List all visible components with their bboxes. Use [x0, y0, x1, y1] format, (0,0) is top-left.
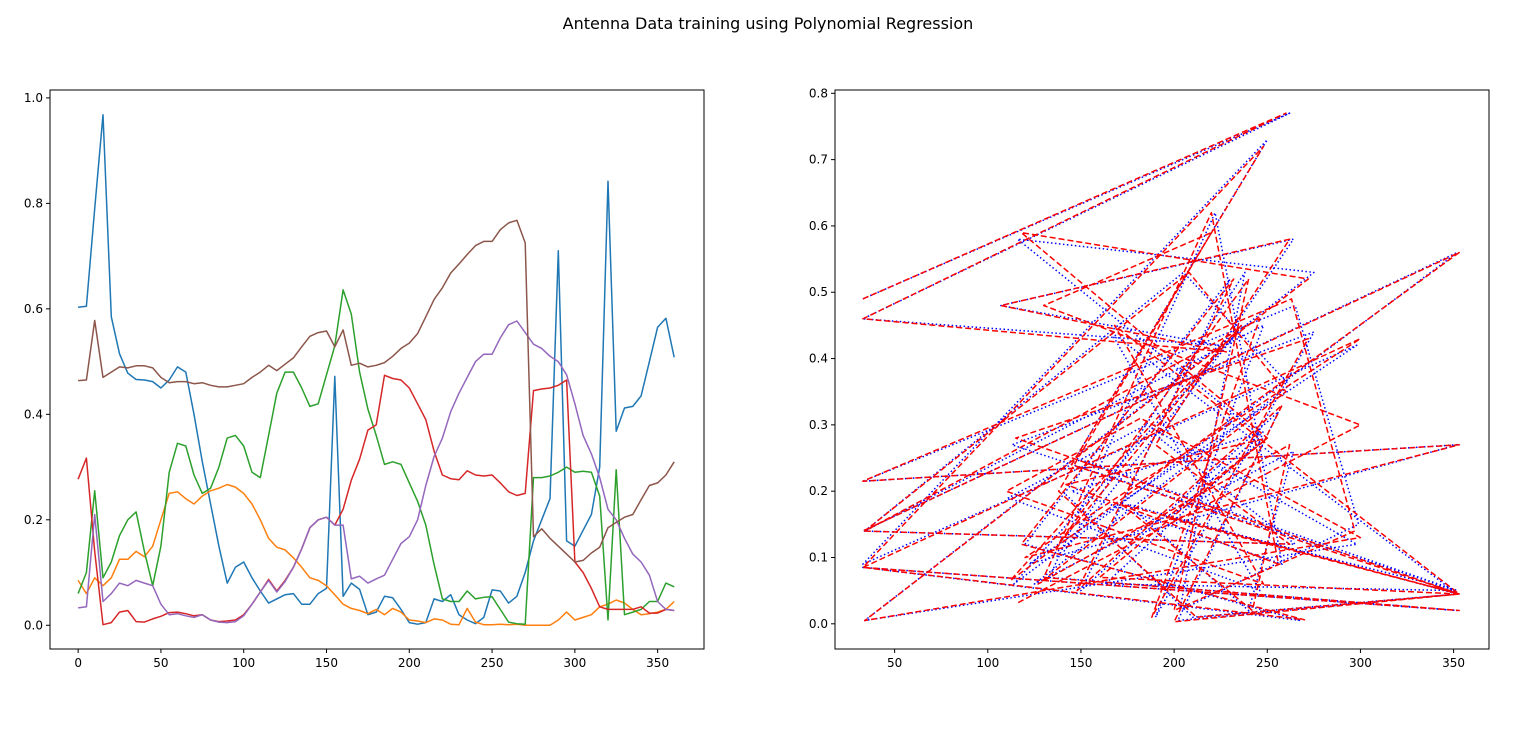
x-tick-label: 150: [315, 656, 338, 670]
right-regression-chart: 50 100 150 200 250 300 350 0.0 0.1 0.2 0.3 0.4 0.5 0.…: [809, 86, 1490, 670]
x-tick-label: 50: [153, 656, 168, 670]
y-tick-label: 0.5: [809, 285, 828, 299]
series-line-1: [77, 483, 675, 627]
x-tick-label: 200: [1163, 656, 1186, 670]
x-tick-label: 100: [232, 656, 255, 670]
x-tick-label: 100: [976, 656, 999, 670]
y-tick-label: 0.8: [24, 196, 43, 210]
x-tick-label: 0: [74, 656, 82, 670]
x-tick-label: 350: [646, 656, 669, 670]
x-tick-label: 250: [1256, 656, 1279, 670]
y-tick-label: 0.8: [809, 86, 828, 100]
series-group: [862, 112, 1460, 623]
y-tick-label: 1.0: [24, 91, 43, 105]
x-tick-label: 300: [1349, 656, 1372, 670]
y-tick-label: 0.2: [809, 484, 828, 498]
series-line-1: [862, 112, 1460, 623]
x-tick-label: 350: [1442, 656, 1465, 670]
x-tick-label: 250: [481, 656, 504, 670]
x-tick-label: 300: [563, 656, 586, 670]
y-tick-label: 0.2: [24, 513, 43, 527]
y-tick-label: 0.6: [24, 302, 43, 316]
series-line-0: [862, 112, 1459, 622]
series-group: [77, 114, 675, 627]
x-tick-label: 150: [1069, 656, 1092, 670]
left-line-chart: 0 50 100 150 200 250 300 350 0.0 0.2 0.4 0.6 0.8 1.0: [24, 89, 705, 670]
y-tick-label: 0.4: [24, 407, 43, 421]
y-tick-label: 0.6: [809, 219, 828, 233]
y-tick-label: 0.1: [809, 550, 828, 564]
series-line-2: [77, 289, 675, 625]
series-line-5: [78, 219, 675, 563]
x-tick-label: 200: [398, 656, 421, 670]
figure-title: Antenna Data training using Polynomial R…: [563, 14, 974, 33]
x-tick-label: 50: [887, 656, 902, 670]
y-tick-label: 0.7: [809, 153, 828, 167]
y-tick-label: 0.0: [809, 617, 828, 631]
series-line-4: [78, 320, 675, 624]
axes-frame: [49, 89, 705, 650]
y-tick-label: 0.4: [809, 352, 828, 366]
axes-frame: [834, 89, 1490, 650]
y-tick-label: 0.3: [809, 418, 828, 432]
y-tick-label: 0.0: [24, 618, 43, 632]
